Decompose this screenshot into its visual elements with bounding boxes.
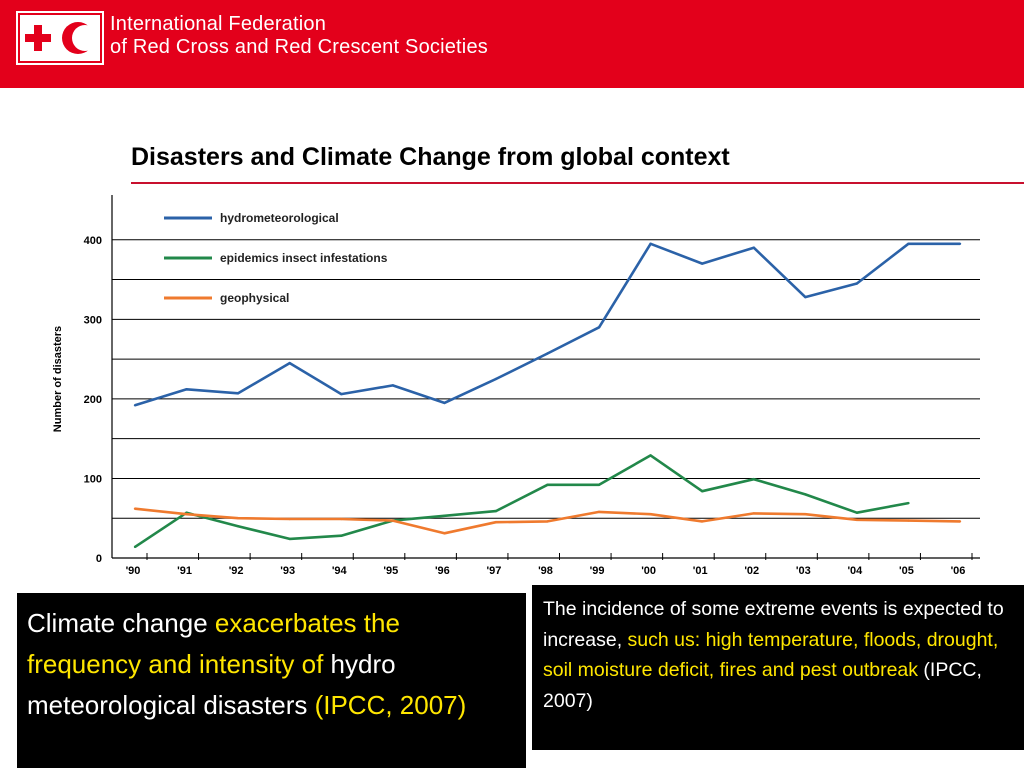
data-point xyxy=(907,242,910,245)
data-point xyxy=(494,521,498,524)
data-point xyxy=(958,242,962,245)
org-name-line2: of Red Cross and Red Crescent Societies xyxy=(110,36,488,58)
data-point xyxy=(236,392,240,395)
data-point xyxy=(133,545,137,549)
x-tick-label: '90 xyxy=(126,565,141,577)
legend-label: geophysical xyxy=(220,291,289,305)
data-point xyxy=(288,517,291,521)
data-point xyxy=(855,518,859,521)
data-point xyxy=(443,401,446,405)
title-underline xyxy=(131,182,1024,184)
left-callout-citation: (IPCC, 2007) xyxy=(314,690,467,720)
data-point xyxy=(597,326,601,329)
org-name-line1: International Federation xyxy=(110,13,327,35)
data-point xyxy=(546,483,549,486)
data-point xyxy=(185,388,188,391)
x-tick-label: '91 xyxy=(177,565,192,577)
x-tick-label: '99 xyxy=(590,565,605,577)
data-point xyxy=(649,454,652,457)
right-callout-highlight: such us: high temperature, floods, droug… xyxy=(543,628,999,682)
legend-label: hydrometeorological xyxy=(220,211,339,225)
data-point xyxy=(288,361,291,365)
data-point xyxy=(804,493,807,496)
series-line-epidemics-insect-infestations xyxy=(134,454,909,548)
data-point xyxy=(546,352,549,355)
x-tick-label: '03 xyxy=(796,565,811,577)
data-point xyxy=(391,519,394,522)
data-point xyxy=(443,532,446,535)
y-tick-label: 300 xyxy=(84,314,102,326)
slide-title: Disasters and Climate Change from global… xyxy=(131,143,730,171)
data-point xyxy=(597,510,601,514)
disasters-line-chart: 0 100 200 300 400 Number of disasters '90 '91 '9… xyxy=(52,195,980,577)
data-point xyxy=(597,483,601,486)
x-tick-label: '04 xyxy=(847,565,863,577)
y-tick-label: 200 xyxy=(84,394,102,406)
y-tick-label: 100 xyxy=(84,473,102,485)
data-point xyxy=(855,511,859,514)
data-point xyxy=(649,513,652,516)
right-callout-text-1: The incidence of some extreme events is … xyxy=(543,598,1004,651)
data-point xyxy=(752,246,755,249)
data-point xyxy=(907,519,910,522)
data-point xyxy=(340,517,343,521)
data-point xyxy=(236,517,240,520)
right-callout-box: The incidence of some extreme events is … xyxy=(532,585,1024,750)
y-tick-label: 0 xyxy=(96,553,102,565)
data-point xyxy=(752,478,755,481)
x-tick-label: '06 xyxy=(951,565,966,577)
x-tick-label: '94 xyxy=(332,565,348,577)
y-tick-label: 400 xyxy=(84,235,102,247)
data-point xyxy=(546,520,549,523)
x-tick-label: '93 xyxy=(280,565,295,577)
data-point xyxy=(340,534,343,537)
data-point xyxy=(236,525,240,528)
cross-crescent-emblem xyxy=(25,22,98,54)
x-tick-label: '00 xyxy=(641,565,656,577)
x-tick-label: '92 xyxy=(229,565,244,577)
data-point xyxy=(494,509,498,513)
x-tick-label: '97 xyxy=(487,565,502,577)
data-point xyxy=(340,392,343,396)
legend-label: epidemics insect infestations xyxy=(220,251,388,265)
x-tick-label: '02 xyxy=(744,565,759,577)
data-point xyxy=(907,501,910,505)
data-point xyxy=(133,507,137,510)
data-point xyxy=(804,513,807,516)
data-point xyxy=(185,513,188,516)
data-point xyxy=(391,384,394,387)
organization-name: International Federation of Red Cross an… xyxy=(110,13,488,59)
left-callout-highlight-1: exacerbates the frequency and intensity … xyxy=(27,608,400,679)
data-point xyxy=(958,520,962,523)
x-tick-label: '95 xyxy=(383,565,398,577)
right-callout-citation: (IPCC, 2007) xyxy=(543,659,982,712)
left-callout-text-1: Climate change xyxy=(27,608,215,638)
data-point xyxy=(804,295,807,299)
x-tick-label: '96 xyxy=(435,565,450,577)
data-point xyxy=(649,242,652,245)
data-point xyxy=(443,514,446,517)
x-tick-label: '05 xyxy=(899,565,914,577)
data-point xyxy=(701,520,704,523)
red-cross-crescent-logo xyxy=(16,11,104,65)
data-point xyxy=(855,282,859,285)
x-tick-label: '01 xyxy=(693,565,708,577)
data-point xyxy=(288,537,291,541)
data-point xyxy=(701,490,704,493)
data-point xyxy=(752,512,755,515)
series-line-hydrometeorological xyxy=(134,242,960,407)
data-point xyxy=(494,377,498,381)
data-point xyxy=(701,262,704,265)
data-point xyxy=(133,404,137,407)
left-callout-text-2: hydro meteorological disasters xyxy=(27,649,396,720)
x-tick-label: '98 xyxy=(538,565,553,577)
header-banner: International Federation of Red Cross an… xyxy=(0,0,1024,88)
y-axis-label: Number of disasters xyxy=(52,326,64,432)
left-callout-box: Climate change exacerbates the frequency… xyxy=(17,593,526,768)
